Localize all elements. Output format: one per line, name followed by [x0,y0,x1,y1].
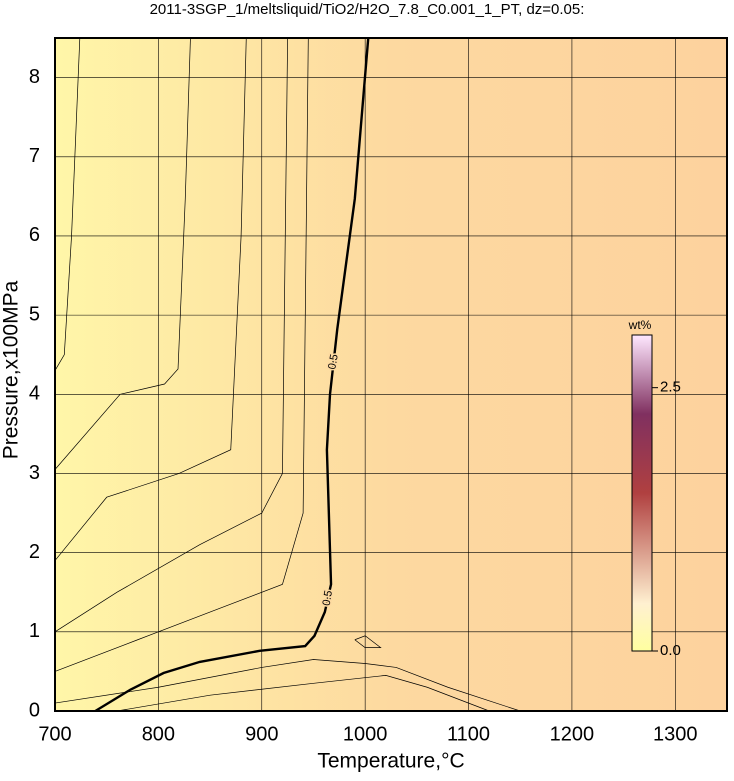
contour-line [94,37,370,713]
y-tick-label: 3 [29,462,40,484]
y-tick-label: 6 [29,224,40,246]
colorbar [631,334,653,652]
y-tick-label: 8 [29,66,40,88]
y-tick-label: 1 [29,620,40,642]
contour-line [116,675,490,712]
y-tick-label: 4 [29,383,40,405]
x-tick-label: 800 [142,723,175,745]
contour-line [54,37,247,561]
x-axis-label: Temperature,°C [317,750,464,773]
colorbar-tick-label: 2.5 [660,379,681,396]
y-tick-label: 7 [29,145,40,167]
y-tick-label: 5 [29,303,40,325]
colorbar-label: wt% [628,318,652,332]
contour-line [354,635,382,649]
contour-line [54,659,521,712]
contour-line [54,37,288,633]
frame [54,37,728,712]
contour-line [54,37,309,672]
field [55,38,727,711]
contour-line [54,37,81,371]
x-tick-label: 900 [245,723,278,745]
y-tick-label: 2 [29,541,40,563]
contour-label: 0.5 [321,590,335,607]
x-tick-label: 1300 [653,723,698,745]
x-tick-label: 700 [38,723,71,745]
contour-label: 0.5 [326,353,340,370]
x-tick-label: 1200 [550,723,595,745]
x-tick-label: 1100 [447,723,490,745]
colorbar-tick-label: 0.0 [660,642,681,659]
y-axis-label: Pressure,x100MPa [0,280,23,459]
contour-line [54,37,191,470]
y-tick-label: 0 [29,699,40,721]
chart-title: 2011-3SGP_1/meltsliquid/TiO2/H2O_7.8_C0.… [150,1,585,18]
x-tick-label: 1000 [343,723,388,745]
